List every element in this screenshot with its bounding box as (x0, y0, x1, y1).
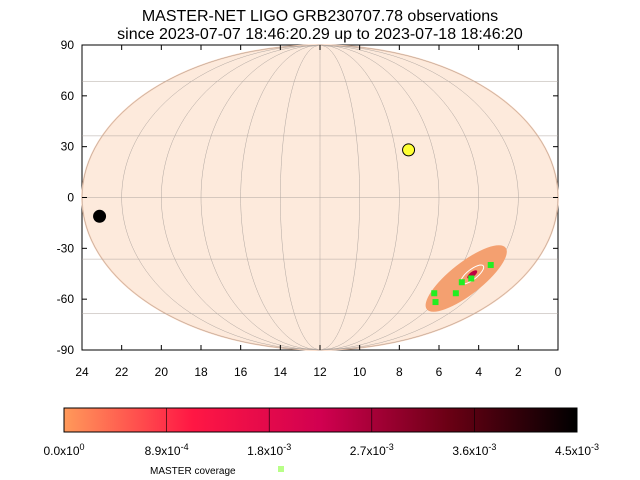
legend-swatch (278, 466, 284, 472)
chart-title: MASTER-NET LIGO GRB230707.78 observation… (141, 8, 499, 25)
colorbar-tick-label: 3.6x10-3 (452, 442, 496, 458)
y-tick-label: 0 (67, 191, 74, 205)
y-tick-label: -60 (57, 292, 75, 306)
coverage-point (452, 290, 459, 297)
colorbar-tick-label: 4.5x10-3 (555, 442, 599, 458)
sun-marker (402, 143, 416, 157)
x-tick-label: 22 (115, 365, 129, 379)
x-tick-label: 12 (313, 365, 327, 379)
y-tick-label: 30 (61, 140, 75, 154)
x-tick-label: 8 (396, 365, 403, 379)
chart-subtitle: since 2023-07-07 18:46:20.29 up to 2023-… (117, 26, 523, 43)
x-tick-label: 16 (234, 365, 248, 379)
x-tick-label: 18 (194, 365, 208, 379)
x-tick-label: 10 (353, 365, 367, 379)
coverage-point (432, 299, 439, 306)
x-tick-label: 6 (436, 365, 443, 379)
coverage-point (487, 262, 494, 269)
y-tick-label: -30 (57, 241, 75, 255)
x-tick-label: 20 (155, 365, 169, 379)
y-tick-label: 60 (61, 89, 75, 103)
y-tick-label: -90 (57, 343, 75, 357)
colorbar-tick-label: 8.9x10-4 (145, 442, 189, 458)
coverage-point (431, 290, 438, 297)
colorbar-tick-label: 2.7x10-3 (350, 442, 394, 458)
colorbar-tick-label: 0.0x100 (43, 442, 84, 458)
legend-label: MASTER coverage (150, 466, 236, 477)
coverage-point (458, 279, 465, 286)
colorbar-tick-label: 1.8x10-3 (247, 442, 291, 458)
x-tick-label: 0 (555, 365, 562, 379)
x-tick-label: 4 (475, 365, 482, 379)
x-tick-label: 2 (515, 365, 522, 379)
coverage-point (468, 275, 475, 282)
probability-region (425, 245, 507, 312)
moon-marker (93, 209, 107, 223)
y-tick-label: 90 (61, 38, 75, 52)
x-tick-label: 24 (75, 365, 89, 379)
colorbar (63, 407, 578, 433)
x-tick-label: 14 (274, 365, 288, 379)
